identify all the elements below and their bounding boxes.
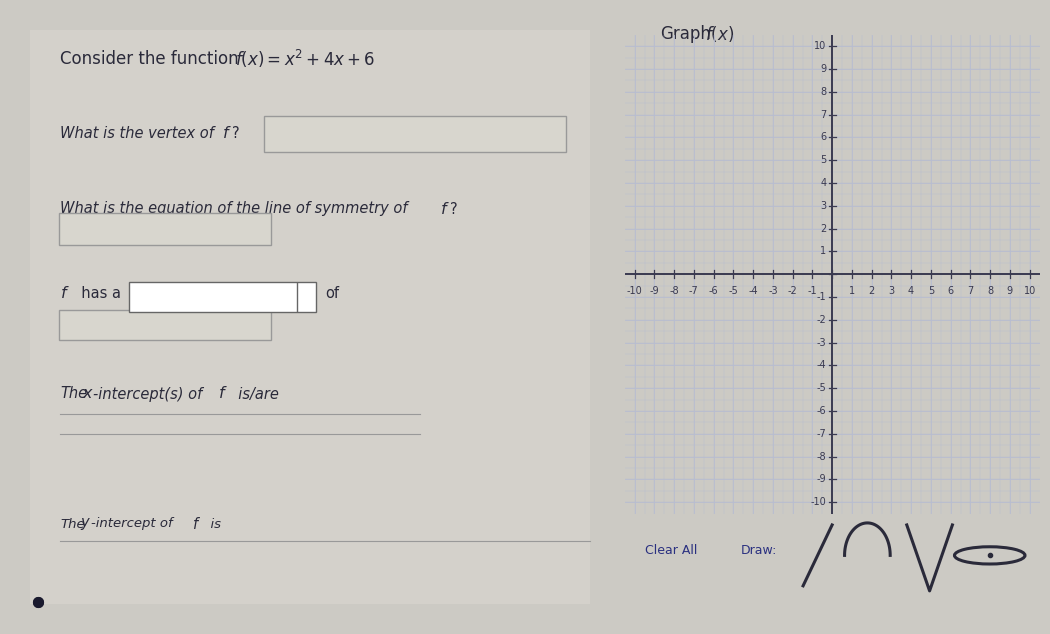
Text: -2: -2 [788, 285, 798, 295]
Text: 8: 8 [820, 87, 826, 97]
Text: 6: 6 [820, 133, 826, 143]
Text: $x$: $x$ [82, 385, 94, 403]
Text: -1: -1 [807, 285, 817, 295]
Text: $y$: $y$ [80, 516, 91, 532]
Text: -1: -1 [817, 292, 826, 302]
Text: The: The [60, 517, 85, 531]
Text: -intercept of: -intercept of [91, 517, 172, 531]
Text: -8: -8 [817, 451, 826, 462]
Text: 4: 4 [820, 178, 826, 188]
Text: -9: -9 [650, 285, 659, 295]
FancyBboxPatch shape [264, 116, 566, 152]
Text: 4: 4 [908, 285, 915, 295]
Text: 8: 8 [987, 285, 993, 295]
Text: ?: ? [450, 202, 458, 216]
FancyBboxPatch shape [59, 213, 271, 245]
Text: -6: -6 [709, 285, 718, 295]
Text: The: The [60, 387, 87, 401]
Text: -6: -6 [817, 406, 826, 416]
Text: -8: -8 [669, 285, 679, 295]
Text: -3: -3 [817, 337, 826, 347]
Text: is/are: is/are [229, 387, 279, 401]
Text: 10: 10 [1024, 285, 1035, 295]
Text: Select an answer: Select an answer [138, 290, 239, 304]
Text: Graph: Graph [660, 25, 711, 43]
Text: 1: 1 [848, 285, 855, 295]
Text: has a: has a [72, 287, 121, 302]
Text: Consider the function: Consider the function [60, 50, 238, 68]
Text: is: is [202, 517, 220, 531]
Text: Draw:: Draw: [741, 544, 777, 557]
Text: 6: 6 [947, 285, 953, 295]
Text: 7: 7 [967, 285, 973, 295]
Text: 3: 3 [888, 285, 895, 295]
Text: v: v [300, 292, 306, 302]
Text: 3: 3 [820, 201, 826, 211]
Text: -7: -7 [689, 285, 698, 295]
FancyBboxPatch shape [30, 30, 590, 604]
Text: 1: 1 [820, 247, 826, 256]
Text: -7: -7 [817, 429, 826, 439]
Text: $f(x)$: $f(x)$ [705, 24, 734, 44]
Text: 5: 5 [820, 155, 826, 165]
FancyBboxPatch shape [129, 282, 316, 312]
Text: 2: 2 [868, 285, 875, 295]
Text: -3: -3 [768, 285, 778, 295]
Text: What is the equation of the line of symmetry of: What is the equation of the line of symm… [60, 202, 407, 216]
Text: -9: -9 [817, 474, 826, 484]
Text: of: of [326, 287, 339, 302]
Text: -10: -10 [811, 497, 826, 507]
Text: 2: 2 [820, 224, 826, 233]
Text: 10: 10 [814, 41, 826, 51]
Text: -intercept(s) of: -intercept(s) of [93, 387, 203, 401]
Text: -5: -5 [729, 285, 738, 295]
Text: 5: 5 [928, 285, 934, 295]
Text: Clear All: Clear All [646, 544, 698, 557]
Text: What is the vertex of: What is the vertex of [60, 127, 214, 141]
FancyBboxPatch shape [59, 310, 271, 340]
Text: 7: 7 [820, 110, 826, 120]
Text: $f(x) = x^2 + 4x + 6$: $f(x) = x^2 + 4x + 6$ [235, 48, 375, 70]
Text: $f$: $f$ [60, 285, 69, 302]
Text: -4: -4 [817, 360, 826, 370]
Text: ?: ? [232, 127, 239, 141]
Text: 9: 9 [1007, 285, 1013, 295]
Text: -4: -4 [749, 285, 758, 295]
Text: $f$: $f$ [440, 200, 449, 217]
Text: -5: -5 [817, 383, 826, 393]
Text: -10: -10 [627, 285, 643, 295]
Text: $f$: $f$ [192, 516, 201, 532]
Text: $f$: $f$ [222, 126, 232, 143]
Text: -2: -2 [817, 315, 826, 325]
Text: 9: 9 [820, 64, 826, 74]
Text: $f$: $f$ [218, 385, 228, 403]
